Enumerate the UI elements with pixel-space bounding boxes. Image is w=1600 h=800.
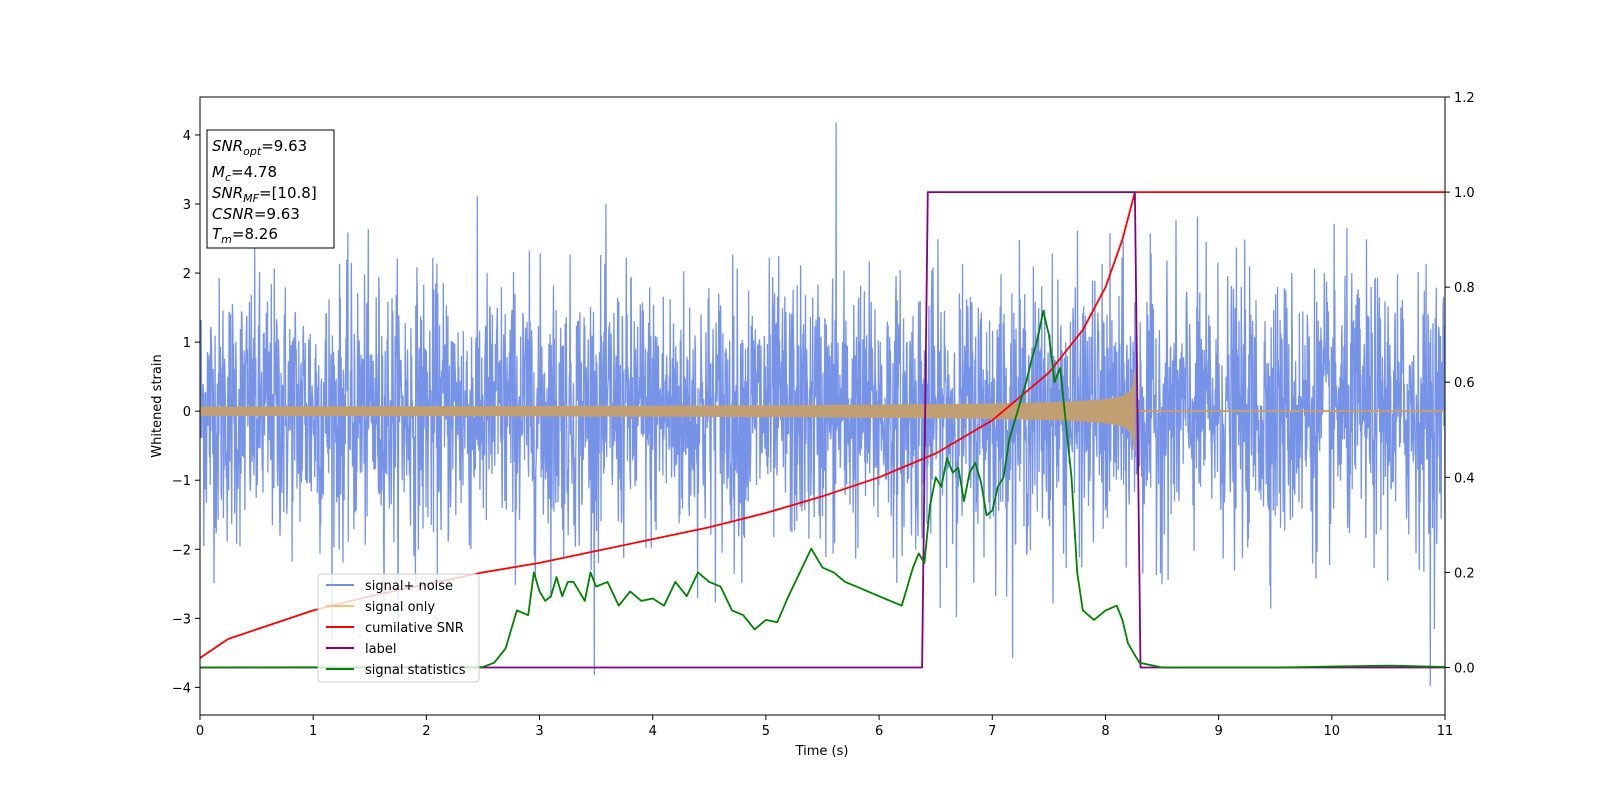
y-left-tick-label: 4 <box>183 129 191 144</box>
y-left-tick-label: 0 <box>183 405 191 420</box>
y-left-tick-label: −1 <box>172 474 191 489</box>
y-right-tick-label: 1.0 <box>1454 186 1475 201</box>
plot-frame <box>199 96 1446 716</box>
y-right-tick-label: 0.8 <box>1454 281 1475 296</box>
y-left-tick-label: 3 <box>183 198 191 213</box>
y-left-tick-label: 2 <box>183 267 191 282</box>
signal-only-band <box>200 370 1136 453</box>
y-left-tick-label: 1 <box>183 336 191 351</box>
y-axis-label: Whitened strain <box>150 354 165 457</box>
y-right-tick-label: 1.2 <box>1454 91 1475 106</box>
annotation-line-tm: Tm=8.26 <box>212 225 278 246</box>
x-tick-label: 6 <box>875 724 883 739</box>
x-axis: 0 1 2 3 4 5 6 7 8 9 10 11 <box>196 715 1453 739</box>
legend: signal+ noise signal only cumilative SNR… <box>317 573 480 683</box>
annotation-line-snr-opt: SNRopt=9.63 <box>212 137 307 158</box>
x-tick-label: 9 <box>1214 724 1222 739</box>
x-tick-label: 10 <box>1324 724 1341 739</box>
series-signal-statistics <box>200 309 1445 669</box>
annotation-box-frame <box>206 129 335 249</box>
x-tick-label: 7 <box>988 724 996 739</box>
annotation-line-snr-mf: SNRMF=[10.8] <box>212 184 317 205</box>
legend-label-signal-statistics: signal statistics <box>365 663 466 678</box>
y-left-tick-label: −2 <box>172 543 191 558</box>
annotation-line-mc: Mc=4.78 <box>212 163 277 184</box>
legend-label-cumulative-snr: cumilative SNR <box>365 621 464 636</box>
y-right-tick-label: 0.2 <box>1454 566 1475 581</box>
annotation-box: SNRopt=9.63 Mc=4.78 SNRMF=[10.8] CSNR=9.… <box>206 129 335 249</box>
legend-label-label: label <box>365 642 396 657</box>
x-tick-label: 4 <box>649 724 657 739</box>
annotation-line-csnr: CSNR=9.63 <box>212 205 300 223</box>
x-tick-label: 1 <box>309 724 317 739</box>
y-left-tick-label: −3 <box>172 612 191 627</box>
x-axis-label: Time (s) <box>795 744 849 759</box>
y-right-tick-label: 0.6 <box>1454 376 1475 391</box>
legend-label-signal-noise: signal+ noise <box>365 579 453 594</box>
signal-noise-line <box>200 122 1445 687</box>
x-tick-label: 0 <box>196 724 204 739</box>
y-axis-right: 0.0 0.2 0.4 0.6 0.8 1.0 1.2 <box>1445 91 1475 676</box>
series-signal-only <box>200 370 1445 453</box>
y-left-tick-label: −4 <box>172 681 191 696</box>
series-signal-noise <box>200 122 1445 687</box>
signal-statistics-line <box>200 309 1445 669</box>
y-axis-left: −4 −3 −2 −1 0 1 2 3 4 <box>172 129 200 696</box>
x-tick-label: 3 <box>535 724 543 739</box>
x-tick-label: 8 <box>1101 724 1109 739</box>
x-tick-label: 2 <box>422 724 430 739</box>
x-tick-label: 11 <box>1437 724 1454 739</box>
legend-frame <box>317 573 480 683</box>
x-tick-label: 5 <box>762 724 770 739</box>
y-right-tick-label: 0.0 <box>1454 661 1475 676</box>
y-right-tick-label: 0.4 <box>1454 471 1475 486</box>
legend-label-signal-only: signal only <box>365 600 435 615</box>
